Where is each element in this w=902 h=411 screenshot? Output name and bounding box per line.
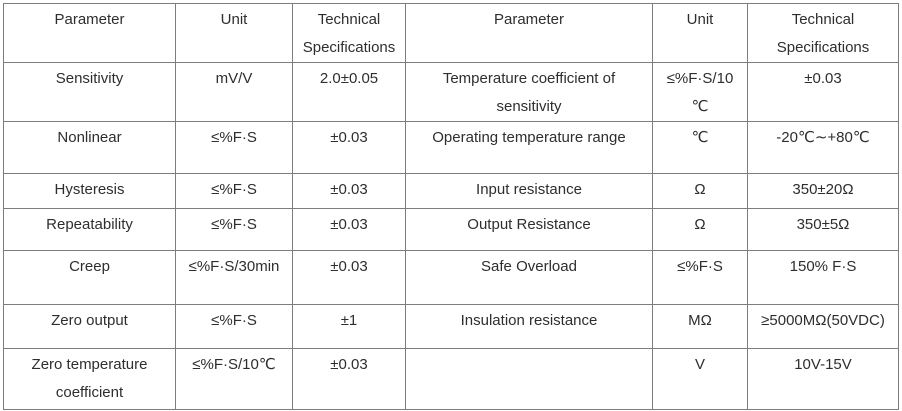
table-row-zero-temperature-coefficient: Zero temperature coefficient ≤%F·S/10℃ ±… [3,348,899,410]
technical-specifications-table: Parameter Unit Technical Specifications … [3,3,899,410]
table-row-hysteresis: Hysteresis ≤%F·S ±0.03 Input resistance … [3,173,899,209]
col-header-parameter-left: Parameter [3,3,176,63]
spec-cell: ±0.03 [292,121,406,174]
table-row-zero-output: Zero output ≤%F·S ±1 Insulation resistan… [3,304,899,349]
spec-cell: 2.0±0.05 [292,62,406,122]
table-header-row: Parameter Unit Technical Specifications … [3,3,899,63]
param-cell: Zero temperature coefficient [3,348,176,410]
spec-cell: ≥5000MΩ(50VDC) [747,304,899,349]
unit-cell: Ω [652,173,748,209]
unit-cell: mV/V [175,62,293,122]
unit-cell: ≤%F·S [175,173,293,209]
spec-cell: 10V-15V [747,348,899,410]
param-cell: Repeatability [3,208,176,251]
param-cell: Creep [3,250,176,305]
spec-cell: 350±20Ω [747,173,899,209]
table-row-creep: Creep ≤%F·S/30min ±0.03 Safe Overload ≤%… [3,250,899,305]
spec-cell: ±1 [292,304,406,349]
spec-cell: ±0.03 [292,173,406,209]
table-row-repeatability: Repeatability ≤%F·S ±0.03 Output Resista… [3,208,899,251]
param-cell [405,348,653,410]
param-cell: Output Resistance [405,208,653,251]
unit-cell: MΩ [652,304,748,349]
unit-cell: ≤%F·S [652,250,748,305]
spec-cell: 350±5Ω [747,208,899,251]
param-cell: Hysteresis [3,173,176,209]
spec-cell: ±0.03 [292,208,406,251]
unit-cell: ≤%F·S/30min [175,250,293,305]
param-cell: Nonlinear [3,121,176,174]
param-cell: Temperature coefficient of sensitivity [405,62,653,122]
col-header-parameter-right: Parameter [405,3,653,63]
spec-cell: ±0.03 [747,62,899,122]
param-cell: Zero output [3,304,176,349]
param-cell: Safe Overload [405,250,653,305]
param-cell: Input resistance [405,173,653,209]
col-header-spec-right: Technical Specifications [747,3,899,63]
unit-cell: ℃ [652,121,748,174]
col-header-unit-left: Unit [175,3,293,63]
col-header-unit-right: Unit [652,3,748,63]
spec-cell: 150% F·S [747,250,899,305]
col-header-spec-left: Technical Specifications [292,3,406,63]
unit-cell: ≤%F·S [175,208,293,251]
spec-cell: ±0.03 [292,250,406,305]
unit-cell: ≤%F·S/10 ℃ [652,62,748,122]
unit-cell: ≤%F·S [175,121,293,174]
spec-cell: -20℃∼+80℃ [747,121,899,174]
param-cell: Sensitivity [3,62,176,122]
param-cell: Insulation resistance [405,304,653,349]
unit-cell: Ω [652,208,748,251]
unit-cell: V [652,348,748,410]
unit-cell: ≤%F·S [175,304,293,349]
unit-cell: ≤%F·S/10℃ [175,348,293,410]
spec-cell: ±0.03 [292,348,406,410]
table-row-sensitivity: Sensitivity mV/V 2.0±0.05 Temperature co… [3,62,899,122]
table-row-nonlinear: Nonlinear ≤%F·S ±0.03 Operating temperat… [3,121,899,174]
param-cell: Operating temperature range [405,121,653,174]
